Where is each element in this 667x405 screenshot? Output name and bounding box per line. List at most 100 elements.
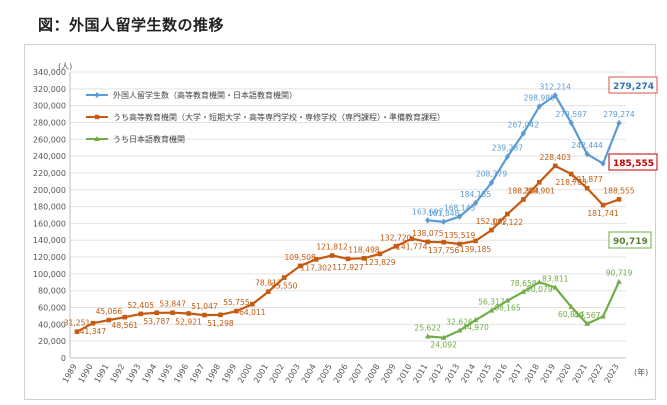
data-label: 267,042 xyxy=(508,120,540,129)
data-point xyxy=(75,329,80,334)
data-label: 171,122 xyxy=(492,218,524,227)
data-point xyxy=(441,240,446,245)
data-label: 51,298 xyxy=(207,319,234,328)
data-label: 51,047 xyxy=(191,302,218,311)
data-point xyxy=(521,197,526,202)
data-label: 242,444 xyxy=(571,141,603,150)
data-label: 208,379 xyxy=(476,170,508,179)
data-point xyxy=(107,318,112,323)
data-label: 208,901 xyxy=(524,186,556,195)
data-label: 121,812 xyxy=(316,243,348,252)
data-label: 68,165 xyxy=(494,304,521,313)
data-label: 95,550 xyxy=(271,282,298,291)
x-tick-label: 1997 xyxy=(188,363,206,385)
data-label: 312,214 xyxy=(540,82,572,91)
data-label: 83,811 xyxy=(542,275,569,284)
data-point xyxy=(553,164,558,169)
y-tick-label: 260,000 xyxy=(33,135,66,144)
data-label: 45,066 xyxy=(96,307,123,316)
x-tick-label: 2006 xyxy=(332,363,350,385)
data-label: 181,741 xyxy=(587,209,619,218)
y-tick-label: 220,000 xyxy=(33,169,66,178)
data-label: 55,755 xyxy=(223,298,250,307)
x-tick-label: 1996 xyxy=(172,363,190,385)
data-point xyxy=(616,279,622,284)
x-tick-label: 1990 xyxy=(77,363,95,385)
data-label: 64,011 xyxy=(239,308,266,317)
x-tick-label: 2019 xyxy=(539,363,557,385)
y-tick-label: 240,000 xyxy=(33,152,66,161)
y-tick-label: 180,000 xyxy=(33,203,66,212)
data-label: 137,756 xyxy=(428,246,460,255)
data-label: 279,597 xyxy=(555,110,587,119)
x-tick-label: 2002 xyxy=(268,363,286,385)
x-tick-label: 2023 xyxy=(603,363,621,385)
data-point xyxy=(489,228,494,233)
y-tick-label: 320,000 xyxy=(33,85,66,94)
legend-label: うち日本語教育機関 xyxy=(113,134,185,144)
data-label: 141,774 xyxy=(396,243,428,252)
x-tick-label: 2008 xyxy=(364,363,382,385)
x-tick-label: 1995 xyxy=(156,363,174,385)
data-label: 90,719 xyxy=(606,269,633,278)
x-tick-label: 2011 xyxy=(411,363,429,385)
data-label: 52,405 xyxy=(127,301,154,310)
data-point xyxy=(202,313,207,318)
x-tick-label: 1992 xyxy=(109,363,127,385)
data-label: 41,347 xyxy=(80,327,107,336)
data-label: 117,927 xyxy=(332,263,364,272)
data-point xyxy=(234,309,239,314)
data-point xyxy=(186,311,191,316)
y-tick-label: 120,000 xyxy=(33,253,66,262)
highlight-value: 90,719 xyxy=(613,237,648,247)
data-label: 298,980 xyxy=(524,94,556,103)
data-label: 188,555 xyxy=(603,186,635,195)
data-point xyxy=(218,313,223,318)
data-label: 118,498 xyxy=(348,245,380,254)
y-unit-label: (人) xyxy=(58,62,72,71)
x-tick-label: 2004 xyxy=(300,363,318,385)
data-label: 48,561 xyxy=(112,321,139,330)
x-tick-label: 2016 xyxy=(491,362,509,384)
data-label: 279,274 xyxy=(603,110,635,119)
data-label: 139,185 xyxy=(460,245,492,254)
legend-label: うち高等教育機関（大学・短期大学・高等専門学校・専修学校（専門課程）・準備教育課… xyxy=(113,112,445,122)
y-tick-label: 280,000 xyxy=(33,118,66,127)
data-label: 117,302 xyxy=(300,263,332,272)
legend-label: 外国人留学生数（高等教育機関・日本語教育機関） xyxy=(113,90,297,100)
x-tick-label: 1989 xyxy=(61,363,79,385)
y-tick-label: 200,000 xyxy=(33,186,66,195)
x-tick-label: 2007 xyxy=(348,363,366,385)
data-label: 239,287 xyxy=(492,144,524,153)
data-label: 138,075 xyxy=(412,229,444,238)
data-label: 201,877 xyxy=(571,175,603,184)
y-tick-label: 160,000 xyxy=(33,219,66,228)
data-label: 24,092 xyxy=(430,341,457,350)
highlight-value: 185,555 xyxy=(613,159,654,169)
data-point xyxy=(266,289,271,294)
data-label: 123,829 xyxy=(364,258,396,267)
legend-marker xyxy=(95,115,99,119)
data-label: 90,079 xyxy=(526,285,553,294)
x-tick-label: 2001 xyxy=(252,363,270,385)
data-label: 168,145 xyxy=(444,204,476,213)
data-point xyxy=(441,219,446,225)
data-point xyxy=(505,212,510,217)
x-tick-label: 1993 xyxy=(125,363,143,385)
data-label: 109,508 xyxy=(284,253,316,262)
data-point xyxy=(138,312,143,317)
data-label: 53,787 xyxy=(143,317,170,326)
data-point xyxy=(123,315,128,320)
data-label: 44,970 xyxy=(462,323,489,332)
x-tick-label: 1991 xyxy=(93,363,111,385)
data-point xyxy=(601,203,606,208)
data-point xyxy=(154,310,159,315)
x-tick-label: 1999 xyxy=(220,363,238,385)
x-tick-label: 2015 xyxy=(475,363,493,385)
x-tick-label: 2017 xyxy=(507,363,525,385)
x-tick-label: 2022 xyxy=(587,363,605,385)
data-point xyxy=(346,257,351,262)
y-tick-label: 80,000 xyxy=(38,287,66,296)
x-tick-label: 2010 xyxy=(396,363,414,385)
